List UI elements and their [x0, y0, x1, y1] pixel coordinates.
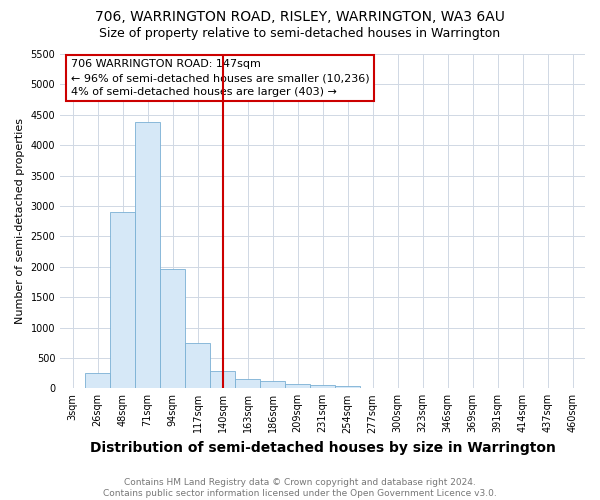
Text: Contains HM Land Registry data © Crown copyright and database right 2024.
Contai: Contains HM Land Registry data © Crown c…	[103, 478, 497, 498]
Bar	[310, 386, 335, 388]
Bar	[110, 212, 135, 388]
Text: 706 WARRINGTON ROAD: 147sqm
← 96% of semi-detached houses are smaller (10,236)
4: 706 WARRINGTON ROAD: 147sqm ← 96% of sem…	[71, 59, 369, 97]
Bar	[85, 373, 110, 388]
Bar	[135, 122, 160, 388]
Bar	[335, 386, 360, 388]
Bar	[160, 269, 185, 388]
Bar	[235, 379, 260, 388]
Bar	[260, 381, 285, 388]
Text: Size of property relative to semi-detached houses in Warrington: Size of property relative to semi-detach…	[100, 28, 500, 40]
Y-axis label: Number of semi-detached properties: Number of semi-detached properties	[15, 118, 25, 324]
Bar	[285, 384, 310, 388]
Bar	[210, 370, 235, 388]
Bar	[185, 342, 210, 388]
Text: 706, WARRINGTON ROAD, RISLEY, WARRINGTON, WA3 6AU: 706, WARRINGTON ROAD, RISLEY, WARRINGTON…	[95, 10, 505, 24]
X-axis label: Distribution of semi-detached houses by size in Warrington: Distribution of semi-detached houses by …	[89, 441, 556, 455]
